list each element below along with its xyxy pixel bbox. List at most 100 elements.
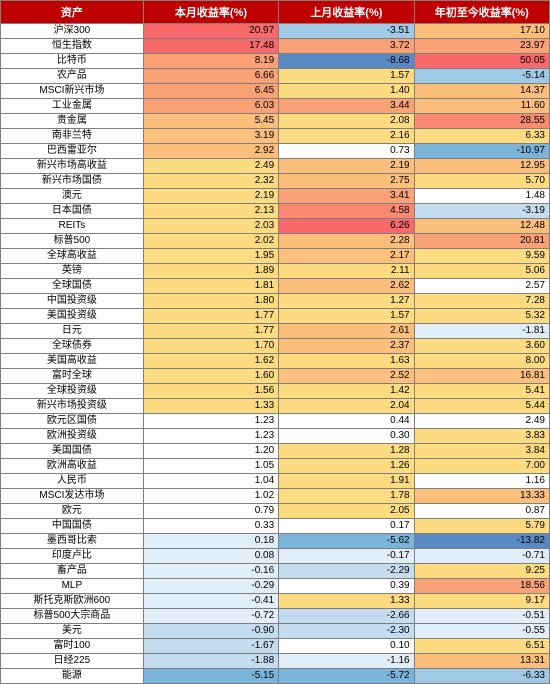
table-row: REITs2.036.2612.48 xyxy=(1,219,550,234)
ytd-return-cell: 7.28 xyxy=(414,294,549,309)
asset-cell: 巴西雷亚尔 xyxy=(1,144,144,159)
asset-cell: 欧洲高收益 xyxy=(1,459,144,474)
prev-return-cell: -1.16 xyxy=(279,654,414,669)
month-return-cell: 0.79 xyxy=(143,504,278,519)
ytd-return-cell: -13.82 xyxy=(414,534,549,549)
asset-cell: 全球国债 xyxy=(1,279,144,294)
month-return-cell: 3.19 xyxy=(143,129,278,144)
table-row: 沪深30020.97-3.5117.10 xyxy=(1,24,550,39)
ytd-return-cell: 6.33 xyxy=(414,129,549,144)
asset-cell: MLP xyxy=(1,579,144,594)
asset-cell: 富时100 xyxy=(1,639,144,654)
prev-return-cell: 1.57 xyxy=(279,309,414,324)
table-body: 沪深30020.97-3.5117.10恒生指数17.483.7223.97比特… xyxy=(1,24,550,684)
ytd-return-cell: 5.79 xyxy=(414,519,549,534)
ytd-return-cell: -5.14 xyxy=(414,69,549,84)
prev-return-cell: 1.33 xyxy=(279,594,414,609)
table-row: MSCI发达市场1.021.7813.33 xyxy=(1,489,550,504)
month-return-cell: 0.08 xyxy=(143,549,278,564)
table-row: 全球国债1.812.622.57 xyxy=(1,279,550,294)
asset-cell: 新兴市场高收益 xyxy=(1,159,144,174)
ytd-return-cell: -0.55 xyxy=(414,624,549,639)
prev-return-cell: 1.63 xyxy=(279,354,414,369)
asset-cell: REITs xyxy=(1,219,144,234)
table-row: 新兴市场国债2.322.755.70 xyxy=(1,174,550,189)
asset-cell: 英镑 xyxy=(1,264,144,279)
prev-return-cell: 2.17 xyxy=(279,249,414,264)
ytd-return-cell: 1.48 xyxy=(414,189,549,204)
table-row: 贵金属5.452.0828.55 xyxy=(1,114,550,129)
prev-return-cell: 0.30 xyxy=(279,429,414,444)
prev-return-cell: 0.44 xyxy=(279,414,414,429)
prev-return-cell: 2.28 xyxy=(279,234,414,249)
table-row: 工业金属6.033.4411.60 xyxy=(1,99,550,114)
month-return-cell: 1.60 xyxy=(143,369,278,384)
ytd-return-cell: -6.33 xyxy=(414,669,549,684)
prev-return-cell: 4.58 xyxy=(279,204,414,219)
table-row: 新兴市场高收益2.492.1912.95 xyxy=(1,159,550,174)
ytd-return-cell: 13.31 xyxy=(414,654,549,669)
ytd-return-cell: 5.41 xyxy=(414,384,549,399)
asset-cell: 畜产品 xyxy=(1,564,144,579)
asset-cell: 中国投资级 xyxy=(1,294,144,309)
asset-cell: 贵金属 xyxy=(1,114,144,129)
month-return-cell: 1.20 xyxy=(143,444,278,459)
asset-cell: 斯托克斯欧洲600 xyxy=(1,594,144,609)
table-row: 日本国债2.134.58-3.19 xyxy=(1,204,550,219)
table-row: 澳元2.193.411.48 xyxy=(1,189,550,204)
header-month: 本月收益率(%) xyxy=(143,1,278,24)
table-row: 欧洲高收益1.051.267.00 xyxy=(1,459,550,474)
table-row: 斯托克斯欧洲600-0.411.339.17 xyxy=(1,594,550,609)
prev-return-cell: 0.73 xyxy=(279,144,414,159)
table-row: 富时全球1.602.5216.81 xyxy=(1,369,550,384)
table-row: 英镑1.892.115.06 xyxy=(1,264,550,279)
table-row: 巴西雷亚尔2.920.73-10.97 xyxy=(1,144,550,159)
asset-cell: 沪深300 xyxy=(1,24,144,39)
month-return-cell: 2.19 xyxy=(143,189,278,204)
ytd-return-cell: 28.55 xyxy=(414,114,549,129)
prev-return-cell: 0.10 xyxy=(279,639,414,654)
month-return-cell: 1.77 xyxy=(143,309,278,324)
asset-cell: 中国国债 xyxy=(1,519,144,534)
asset-cell: 印度卢比 xyxy=(1,549,144,564)
prev-return-cell: -3.51 xyxy=(279,24,414,39)
asset-cell: 欧元 xyxy=(1,504,144,519)
table-row: 美元-0.90-2.30-0.55 xyxy=(1,624,550,639)
prev-return-cell: 1.91 xyxy=(279,474,414,489)
month-return-cell: 1.70 xyxy=(143,339,278,354)
table-header: 资产 本月收益率(%) 上月收益率(%) 年初至今收益率(%) xyxy=(1,1,550,24)
ytd-return-cell: 3.83 xyxy=(414,429,549,444)
ytd-return-cell: 16.81 xyxy=(414,369,549,384)
prev-return-cell: 2.19 xyxy=(279,159,414,174)
table-row: 恒生指数17.483.7223.97 xyxy=(1,39,550,54)
asset-cell: 农产品 xyxy=(1,69,144,84)
month-return-cell: 2.49 xyxy=(143,159,278,174)
prev-return-cell: -0.17 xyxy=(279,549,414,564)
table-row: 全球投资级1.561.425.41 xyxy=(1,384,550,399)
asset-cell: 能源 xyxy=(1,669,144,684)
asset-cell: 新兴市场国债 xyxy=(1,174,144,189)
asset-cell: 全球高收益 xyxy=(1,249,144,264)
month-return-cell: 1.33 xyxy=(143,399,278,414)
month-return-cell: -5.15 xyxy=(143,669,278,684)
header-ytd: 年初至今收益率(%) xyxy=(414,1,549,24)
asset-cell: MSCI发达市场 xyxy=(1,489,144,504)
table-row: 人民币1.041.911.16 xyxy=(1,474,550,489)
table-row: 标普500大宗商品-0.72-2.66-0.51 xyxy=(1,609,550,624)
asset-cell: MSCI新兴市场 xyxy=(1,84,144,99)
prev-return-cell: 0.17 xyxy=(279,519,414,534)
table-row: 新兴市场投资级1.332.045.44 xyxy=(1,399,550,414)
table-row: 南非兰特3.192.166.33 xyxy=(1,129,550,144)
ytd-return-cell: 13.33 xyxy=(414,489,549,504)
asset-cell: 欧洲投资级 xyxy=(1,429,144,444)
ytd-return-cell: 5.06 xyxy=(414,264,549,279)
prev-return-cell: -2.30 xyxy=(279,624,414,639)
month-return-cell: -0.90 xyxy=(143,624,278,639)
month-return-cell: 1.05 xyxy=(143,459,278,474)
ytd-return-cell: 9.59 xyxy=(414,249,549,264)
asset-cell: 美国投资级 xyxy=(1,309,144,324)
prev-return-cell: 2.16 xyxy=(279,129,414,144)
prev-return-cell: 2.11 xyxy=(279,264,414,279)
month-return-cell: -0.29 xyxy=(143,579,278,594)
table-row: 全球债券1.702.373.60 xyxy=(1,339,550,354)
